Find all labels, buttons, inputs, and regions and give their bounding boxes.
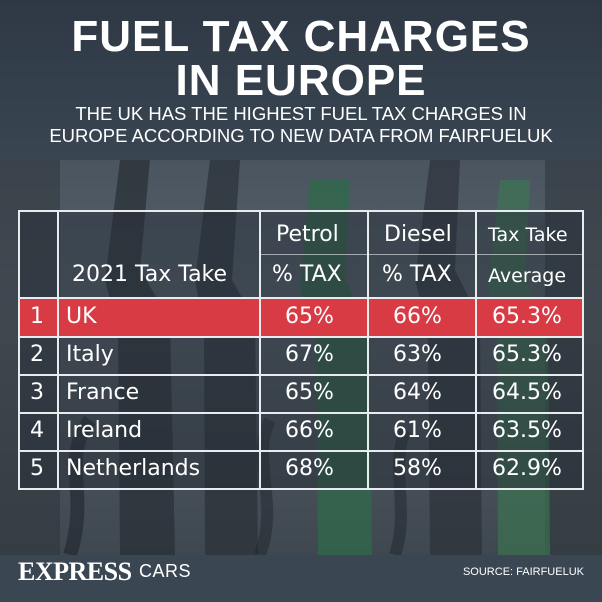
- row-petrol: 67%: [285, 342, 334, 367]
- highlight-row-uk: [18, 298, 584, 336]
- row-country: Netherlands: [66, 456, 201, 481]
- row-country: Italy: [66, 342, 114, 367]
- row-rank: 4: [30, 418, 44, 443]
- row-line-2: [18, 374, 584, 376]
- row-country: France: [66, 380, 140, 405]
- page-title-line2: IN EUROPE: [175, 56, 427, 105]
- row-petrol: 65%: [285, 304, 334, 329]
- row-average: 62.9%: [492, 456, 562, 481]
- row-petrol: 68%: [285, 456, 334, 481]
- row-average: 63.5%: [492, 418, 562, 443]
- row-country: UK: [66, 304, 97, 329]
- subtitle-line2: EUROPE ACCORDING TO NEW DATA FROM FAIRFU…: [49, 125, 553, 146]
- header-diesel-top: Diesel: [384, 222, 452, 247]
- table-divider-diesel: [475, 210, 477, 490]
- header-average-top: Tax Take: [488, 224, 568, 246]
- brand-section: CARS: [139, 561, 192, 581]
- row-average: 64.5%: [492, 380, 562, 405]
- table-border-left: [18, 210, 20, 490]
- header-petrol-bottom: % TAX: [272, 262, 342, 287]
- tax-table: [18, 210, 584, 490]
- header-petrol-top: Petrol: [276, 222, 339, 247]
- row-petrol: 66%: [285, 418, 334, 443]
- table-divider-rank: [57, 210, 59, 490]
- table-border-bottom: [18, 488, 584, 490]
- footer-bar: [0, 555, 602, 602]
- header-band: [0, 0, 602, 160]
- table-divider-country: [259, 210, 261, 490]
- row-petrol: 65%: [285, 380, 334, 405]
- row-average: 65.3%: [492, 342, 562, 367]
- row-diesel: 63%: [393, 342, 442, 367]
- row-line-3: [18, 412, 584, 414]
- row-country: Ireland: [66, 418, 143, 443]
- page-title-line1: FUEL TAX CHARGES: [71, 12, 531, 61]
- fuel-pump-photo: [0, 160, 602, 555]
- fuel-pumps-illustration: [0, 160, 602, 555]
- header-average-bottom: Average: [488, 265, 567, 287]
- header-diesel-bottom: % TAX: [382, 262, 452, 287]
- row-diesel: 64%: [393, 380, 442, 405]
- row-line-4: [18, 450, 584, 452]
- subtitle-line1: THE UK HAS THE HIGHEST FUEL TAX CHARGES …: [75, 103, 527, 124]
- row-rank: 5: [30, 456, 44, 481]
- row-rank: 1: [30, 304, 44, 329]
- express-logo: EXPRESS: [18, 557, 132, 586]
- row-average: 65.3%: [492, 304, 562, 329]
- table-border-top: [18, 210, 584, 212]
- row-rank: 2: [30, 342, 44, 367]
- table-divider-petrol: [367, 210, 369, 490]
- header-label: 2021 Tax Take: [72, 262, 228, 287]
- header-bottom-line: [18, 297, 584, 299]
- row-diesel: 61%: [393, 418, 442, 443]
- row-line-1: [18, 336, 584, 338]
- row-rank: 3: [30, 380, 44, 405]
- row-diesel: 66%: [393, 304, 442, 329]
- row-diesel: 58%: [393, 456, 442, 481]
- table-border-right: [582, 210, 584, 490]
- source-credit: SOURCE: FAIRFUELUK: [462, 566, 584, 578]
- header-mid-line: [259, 254, 584, 255]
